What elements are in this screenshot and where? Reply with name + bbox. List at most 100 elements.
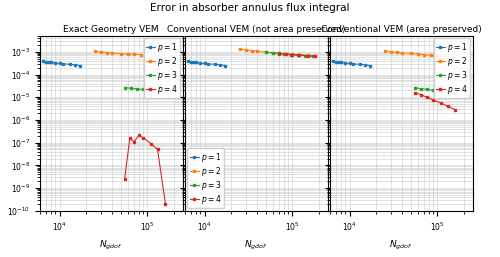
$p = 1$ (185, 60, 191, 63)
$p = 1$ (356, 63, 362, 66)
$p = 4$ (452, 108, 458, 111)
$p = 1$ (217, 63, 223, 66)
$p = 2$ (110, 52, 116, 55)
Legend: $p = 1$, $p = 2$, $p = 3$, $p = 4$: $p = 1$, $p = 2$, $p = 3$, $p = 4$ (434, 38, 470, 98)
$p = 3$ (452, 92, 458, 95)
$p = 2$ (434, 54, 440, 58)
$p = 2$ (125, 52, 131, 56)
$p = 4$ (140, 136, 146, 140)
Line: $p = 3$: $p = 3$ (124, 86, 159, 92)
$p = 4$ (444, 105, 450, 108)
$p = 1$ (205, 62, 211, 65)
$p = 3$ (148, 88, 154, 91)
$p = 2$ (118, 52, 124, 55)
$p = 4$ (418, 93, 424, 96)
$p = 1$ (40, 60, 46, 63)
$p = 3$ (302, 54, 308, 57)
$p = 4$ (136, 134, 142, 137)
$p = 4$ (312, 55, 318, 58)
$p = 1$ (56, 62, 62, 65)
$p = 2$ (421, 53, 427, 56)
$p = 4$ (424, 96, 430, 99)
$p = 1$ (48, 61, 54, 64)
$p = 3$ (276, 52, 282, 55)
Legend: $p = 1$, $p = 2$, $p = 3$, $p = 4$: $p = 1$, $p = 2$, $p = 3$, $p = 4$ (188, 149, 224, 208)
$p = 3$ (418, 87, 424, 90)
Line: $p = 2$: $p = 2$ (383, 50, 454, 59)
X-axis label: $N_{gdof}$: $N_{gdof}$ (244, 238, 268, 252)
$p = 2$ (388, 50, 394, 53)
$p = 2$ (138, 53, 144, 56)
$p = 1$ (350, 62, 356, 65)
$p = 4$ (412, 91, 418, 94)
$p = 3$ (263, 51, 269, 54)
$p = 2$ (450, 56, 456, 59)
Line: $p = 1$: $p = 1$ (332, 60, 371, 67)
$p = 4$ (305, 54, 311, 57)
$p = 1$ (188, 60, 194, 63)
$p = 2$ (408, 52, 414, 55)
$p = 3$ (122, 86, 128, 89)
$p = 1$ (342, 61, 348, 65)
$p = 3$ (295, 53, 301, 57)
$p = 3$ (438, 90, 444, 93)
$p = 2$ (290, 53, 296, 56)
$p = 4$ (148, 142, 154, 145)
$p = 1$ (190, 61, 196, 64)
$p = 2$ (296, 53, 302, 56)
$p = 2$ (428, 54, 434, 57)
$p = 3$ (140, 88, 146, 91)
$p = 3$ (444, 91, 450, 94)
$p = 1$ (72, 63, 78, 66)
Title: Exact Geometry VEM: Exact Geometry VEM (64, 25, 159, 34)
Line: $p = 1$: $p = 1$ (186, 60, 226, 67)
$p = 2$ (305, 54, 311, 57)
$p = 4$ (284, 53, 290, 56)
Title: Conventional VEM (not area preserved): Conventional VEM (not area preserved) (167, 25, 346, 34)
$p = 1$ (367, 64, 373, 67)
$p = 3$ (134, 87, 140, 90)
$p = 1$ (46, 61, 52, 64)
$p = 2$ (270, 51, 276, 54)
$p = 1$ (43, 60, 49, 63)
Line: $p = 4$: $p = 4$ (124, 134, 167, 205)
$p = 2$ (442, 55, 448, 58)
Line: $p = 1$: $p = 1$ (42, 60, 81, 67)
$p = 2$ (250, 49, 256, 52)
$p = 2$ (98, 51, 104, 54)
$p = 2$ (263, 51, 269, 54)
$p = 2$ (92, 50, 98, 53)
Line: $p = 2$: $p = 2$ (93, 50, 142, 56)
$p = 3$ (430, 89, 436, 92)
$p = 3$ (288, 53, 294, 56)
$p = 4$ (131, 140, 137, 143)
Title: Conventional VEM (area preserved): Conventional VEM (area preserved) (321, 25, 482, 34)
$p = 2$ (254, 50, 260, 53)
Line: $p = 3$: $p = 3$ (414, 86, 457, 95)
$p = 1$ (346, 62, 352, 65)
$p = 2$ (276, 52, 282, 55)
$p = 3$ (154, 89, 160, 92)
Line: $p = 3$: $p = 3$ (264, 51, 314, 58)
$p = 2$ (415, 52, 421, 56)
$p = 3$ (424, 88, 430, 91)
$p = 3$ (270, 51, 276, 54)
$p = 4$ (276, 52, 282, 55)
$p = 4$ (438, 102, 444, 105)
$p = 1$ (52, 61, 59, 65)
$p = 1$ (212, 63, 218, 66)
$p = 2$ (382, 49, 388, 52)
$p = 1$ (362, 63, 368, 66)
$p = 4$ (290, 53, 296, 56)
Line: $p = 4$: $p = 4$ (414, 91, 457, 111)
$p = 2$ (104, 51, 110, 54)
$p = 3$ (281, 52, 287, 56)
$p = 4$ (430, 98, 436, 102)
$p = 4$ (122, 178, 128, 181)
$p = 1$ (66, 63, 72, 66)
Text: Error in absorber annulus flux integral: Error in absorber annulus flux integral (150, 3, 350, 13)
$p = 2$ (131, 53, 137, 56)
$p = 1$ (336, 61, 342, 64)
Legend: $p = 1$, $p = 2$, $p = 3$, $p = 4$: $p = 1$, $p = 2$, $p = 3$, $p = 4$ (144, 38, 180, 98)
$p = 3$ (310, 54, 316, 58)
